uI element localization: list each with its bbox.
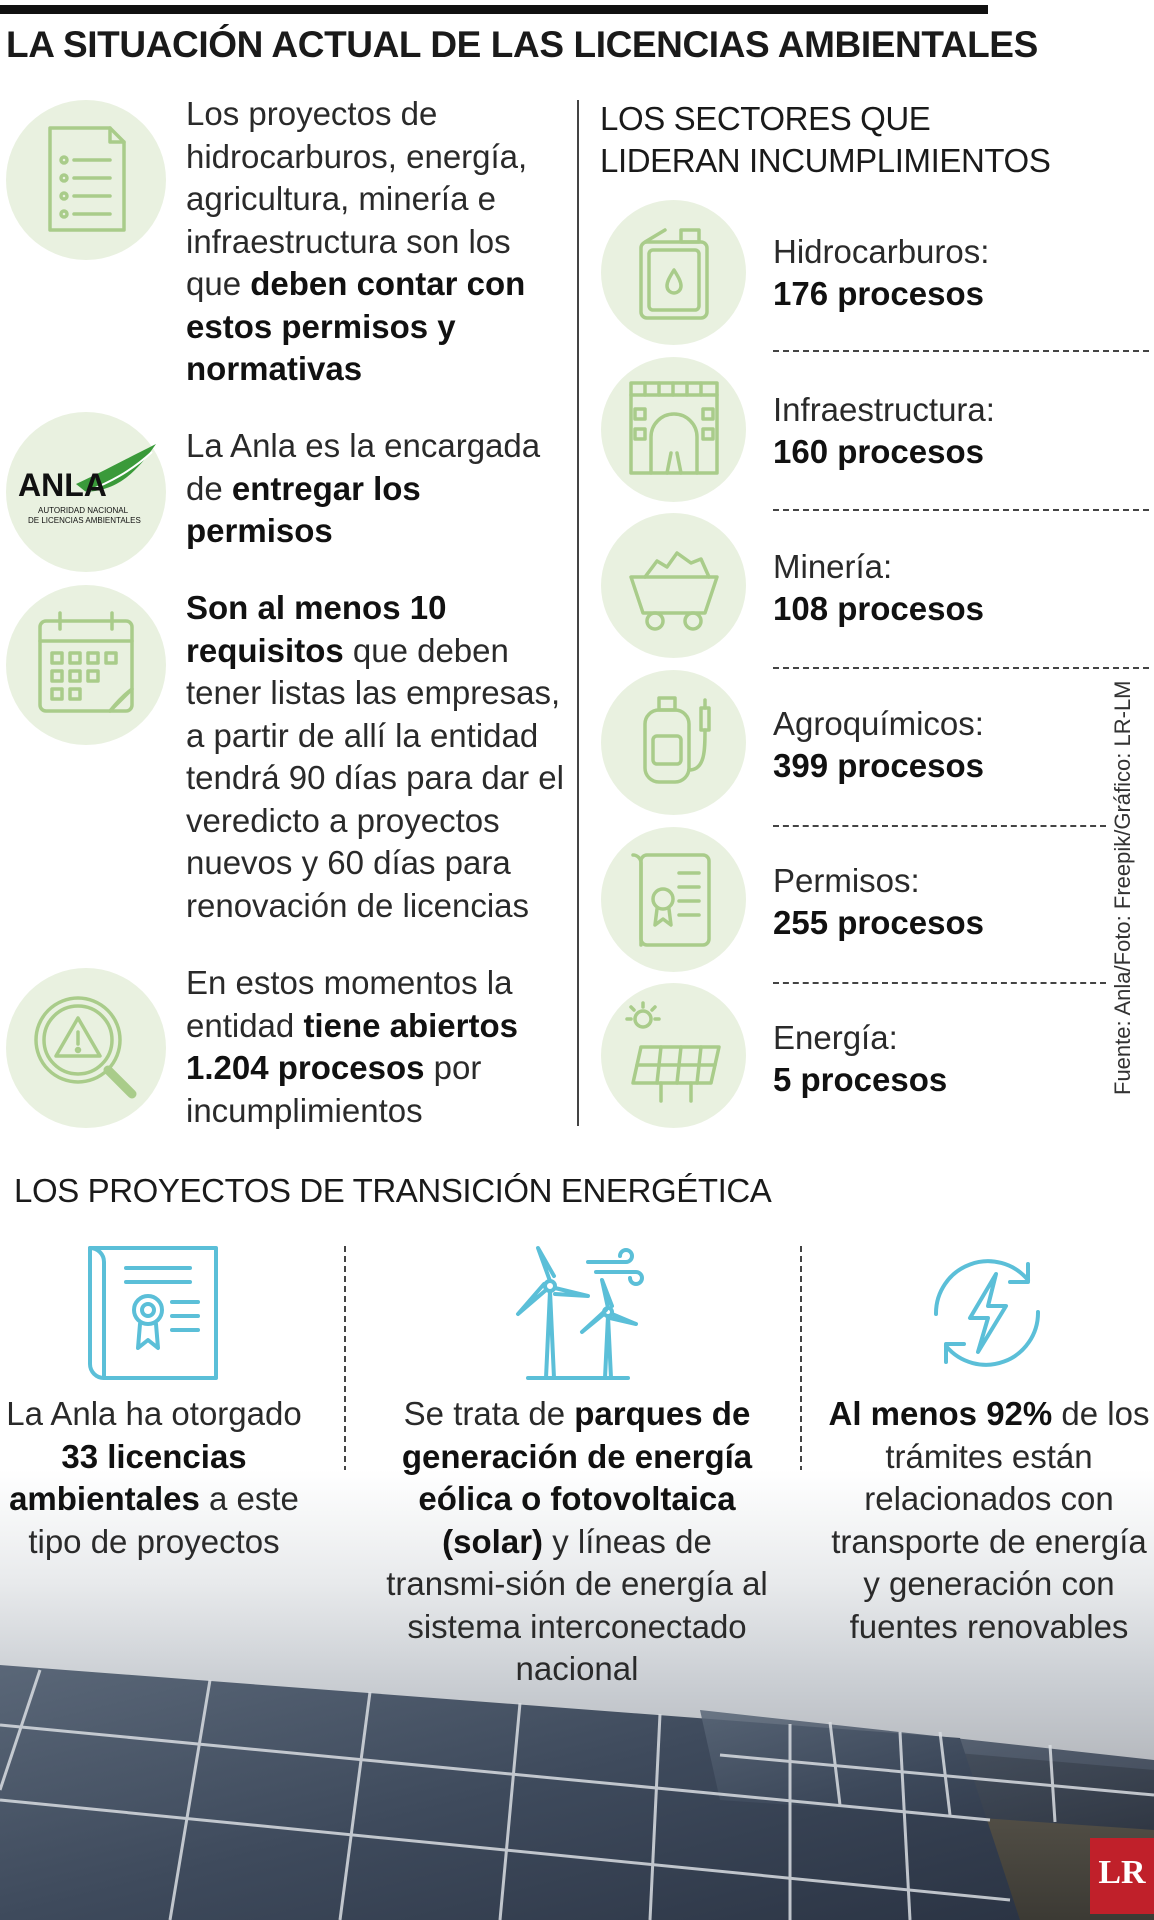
bold-text: Son al menos 10 requisitos: [186, 589, 447, 669]
transition-text-2: Se trata de parques de generación de ene…: [384, 1393, 770, 1691]
license-certificate-icon: [88, 1246, 218, 1380]
sector-value-1: 176 procesos: [773, 275, 984, 312]
solar-panel-icon: [601, 983, 746, 1128]
sector-divider: [773, 825, 1106, 827]
text-segment: que deben tener listas las empresas, a p…: [186, 631, 564, 924]
column-divider-dashed: [800, 1246, 802, 1642]
document-list-icon: [6, 100, 166, 260]
column-divider: [577, 100, 579, 1126]
left-text-2: La Anla es la encargada de entregar los …: [186, 425, 566, 553]
fuel-can-icon: [601, 200, 746, 345]
text-segment: En estos momentos la entidad: [186, 964, 513, 1044]
text-segment: a este tipo de proyectos: [28, 1480, 299, 1560]
sector-divider: [773, 982, 1106, 984]
sector-label-5: Permisos:: [773, 862, 920, 899]
bold-text: Al menos 92%: [828, 1395, 1053, 1432]
renewable-energy-icon: [933, 1259, 1041, 1367]
anla-logo-word: ANLA: [18, 467, 107, 503]
sector-value-2: 160 procesos: [773, 433, 984, 470]
sector-value-5: 255 procesos: [773, 904, 984, 941]
sprayer-icon: [601, 670, 746, 815]
sector-divider: [773, 667, 1149, 669]
text-segment: y líneas de transmi-sión de energía al s…: [386, 1522, 768, 1688]
bold-text: entregar los permisos: [186, 469, 421, 550]
text-segment: La Anla es la encargada de: [186, 427, 541, 507]
sector-label-1: Hidrocarburos:: [773, 233, 990, 270]
tunnel-road-icon: [601, 357, 746, 502]
text-segment: Se trata de: [403, 1395, 575, 1432]
sector-label-2: Infraestructura:: [773, 391, 995, 428]
text-segment: por incumplimientos: [186, 1049, 482, 1129]
sector-value-6: 5 procesos: [773, 1061, 948, 1098]
solar-field-photo: [0, 1470, 1154, 1920]
sector-value-4: 399 procesos: [773, 747, 984, 784]
warning-magnifier-icon: [6, 968, 166, 1128]
sector-divider: [773, 509, 1149, 511]
transition-text-1: La Anla ha otorgado 33 licencias ambient…: [4, 1393, 304, 1563]
top-bar: [0, 5, 988, 14]
bold-text: 33 licencias ambientales: [9, 1437, 247, 1518]
transition-text-3: Al menos 92% de los trámites están relac…: [828, 1393, 1150, 1648]
transition-title: LOS PROYECTOS DE TRANSICIÓN ENERGÉTICA: [14, 1172, 772, 1209]
text-segment: de los trámites están relacionados con t…: [831, 1395, 1150, 1645]
anla-logo: ANLA AUTORIDAD NACIONAL DE LICENCIAS AMB…: [6, 412, 166, 572]
anla-logo-line1: AUTORIDAD NACIONAL: [38, 506, 129, 515]
sector-label-4: Agroquímicos:: [773, 705, 984, 742]
anla-logo-line2: DE LICENCIAS AMBIENTALES: [28, 516, 141, 525]
wind-turbine-icon: [516, 1246, 644, 1380]
certificate-icon: [601, 827, 746, 972]
sectors-title: LOS SECTORES QUE LIDERAN INCUMPLIMIENTOS: [600, 100, 1051, 179]
text-segment: Los proyectos de hidrocarburos, energía,…: [186, 95, 528, 302]
left-text-4: En estos momentos la entidad tiene abier…: [186, 962, 566, 1132]
page-title: LA SITUACIÓN ACTUAL DE LAS LICENCIAS AMB…: [6, 24, 1038, 65]
calendar-icon: [6, 585, 166, 745]
bold-text: deben contar con estos permisos y normat…: [186, 265, 526, 387]
source-credit: Fuente: Anla/Foto: Freepik/Gráfico: LR-L…: [1110, 680, 1135, 1095]
lr-logo: LR: [1090, 1838, 1154, 1914]
sector-label-6: Energía:: [773, 1019, 898, 1056]
mine-cart-icon: [601, 513, 746, 658]
sector-label-3: Minería:: [773, 548, 893, 585]
left-text-1: Los proyectos de hidrocarburos, energía,…: [186, 93, 566, 391]
sector-divider: [773, 350, 1149, 352]
sector-value-3: 108 procesos: [773, 590, 984, 627]
column-divider-dashed: [344, 1246, 346, 1642]
text-segment: La Anla ha otorgado: [6, 1395, 302, 1432]
left-text-3: Son al menos 10 requisitos que deben ten…: [186, 587, 566, 927]
bold-text: tiene abiertos 1.204 procesos: [186, 1006, 519, 1087]
bold-text: parques de generación de energía eólica …: [401, 1395, 753, 1560]
